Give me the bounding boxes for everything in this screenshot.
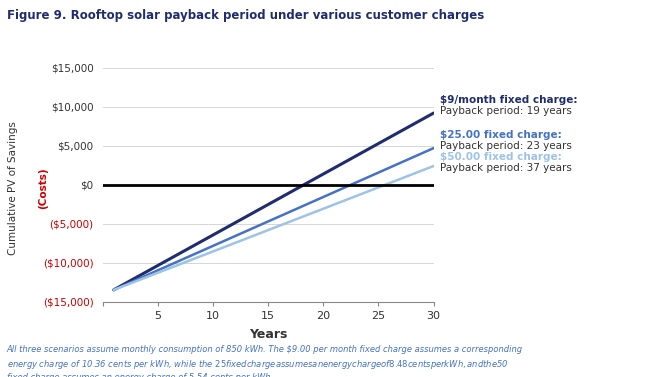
Text: (Costs): (Costs) <box>38 168 48 209</box>
Text: Cumulative PV of Savings: Cumulative PV of Savings <box>8 121 19 256</box>
Text: $25.00 fixed charge:: $25.00 fixed charge: <box>440 130 562 140</box>
Text: $50.00 fixed charge:: $50.00 fixed charge: <box>440 152 562 162</box>
X-axis label: Years: Years <box>249 328 287 340</box>
Text: Payback period: 19 years: Payback period: 19 years <box>440 106 572 116</box>
Text: Payback period: 37 years: Payback period: 37 years <box>440 163 572 173</box>
Text: Payback period: 23 years: Payback period: 23 years <box>440 141 572 151</box>
Text: Figure 9. Rooftop solar payback period under various customer charges: Figure 9. Rooftop solar payback period u… <box>7 9 484 22</box>
Text: All three scenarios assume monthly consumption of 850 kWh. The $9.00 per month f: All three scenarios assume monthly consu… <box>7 345 523 377</box>
Text: $9/month fixed charge:: $9/month fixed charge: <box>440 95 578 105</box>
